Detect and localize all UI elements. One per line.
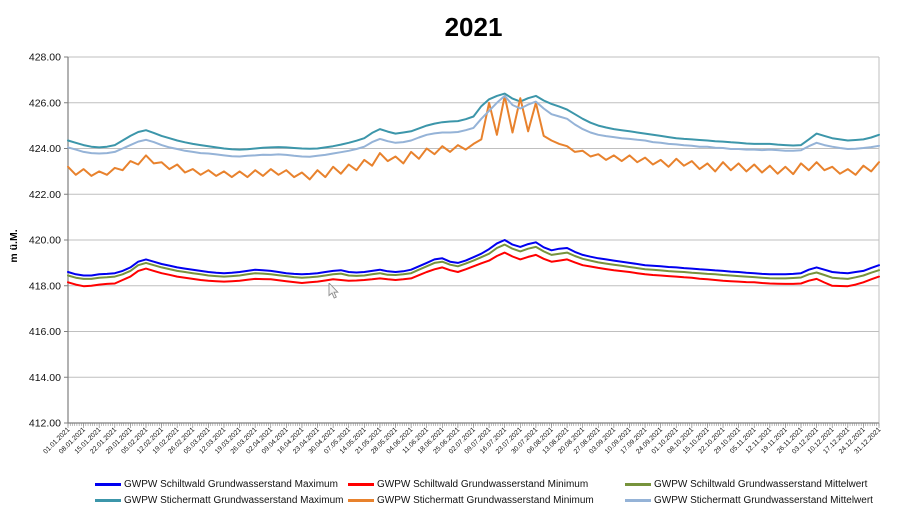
y-tick-label: 414.00 xyxy=(29,372,61,384)
series-line-schiltwald-max xyxy=(67,239,880,277)
y-tick-label: 420.00 xyxy=(29,235,61,247)
mouse-cursor xyxy=(328,283,339,299)
legend-label-stichermatt-min: GWPW Stichermatt Grundwasserstand Minimu… xyxy=(377,494,594,506)
chart-title: 2021 xyxy=(444,12,503,42)
legend-label-schiltwald-max: GWPW Schiltwald Grundwasserstand Maximum xyxy=(124,478,338,490)
series-line-schiltwald-min xyxy=(67,251,880,288)
legend-label-schiltwald-min: GWPW Schiltwald Grundwasserstand Minimum xyxy=(377,478,589,490)
y-tick-label: 424.00 xyxy=(29,143,61,155)
legend-swatch-stichermatt-max xyxy=(95,498,121,502)
legend-item-schiltwald-mittelwert: GWPW Schiltwald Grundwasserstand Mittelw… xyxy=(625,478,867,490)
legend-label-schiltwald-mittelwert: GWPW Schiltwald Grundwasserstand Mittelw… xyxy=(654,478,868,490)
y-tick-label: 426.00 xyxy=(29,97,61,109)
series-line-stichermatt-max xyxy=(67,92,880,151)
legend-swatch-stichermatt-mittelwert xyxy=(625,498,651,502)
legend-swatch-schiltwald-max xyxy=(95,482,121,486)
legend-swatch-schiltwald-min xyxy=(348,482,374,486)
legend-label-stichermatt-mittelwert: GWPW Stichermatt Grundwasserstand Mittel… xyxy=(654,494,873,506)
legend-item-stichermatt-max: GWPW Stichermatt Grundwasserstand Maximu… xyxy=(95,494,344,506)
series-line-schiltwald-mittelwert xyxy=(67,243,880,280)
legend-label-stichermatt-max: GWPW Stichermatt Grundwasserstand Maximu… xyxy=(124,494,344,506)
legend-item-stichermatt-min: GWPW Stichermatt Grundwasserstand Minimu… xyxy=(348,494,594,506)
series-line-stichermatt-mittelwert xyxy=(67,94,880,158)
y-tick-label: 418.00 xyxy=(29,280,61,292)
legend-item-schiltwald-max: GWPW Schiltwald Grundwasserstand Maximum xyxy=(95,478,338,490)
y-tick-label: 416.00 xyxy=(29,326,61,338)
legend-item-stichermatt-mittelwert: GWPW Stichermatt Grundwasserstand Mittel… xyxy=(625,494,873,506)
legend-swatch-stichermatt-min xyxy=(348,498,374,502)
legend-swatch-schiltwald-mittelwert xyxy=(625,482,651,486)
series-line-stichermatt-min xyxy=(67,94,880,181)
y-tick-label: 428.00 xyxy=(29,52,61,64)
y-tick-label: 422.00 xyxy=(29,189,61,201)
y-tick-label: 412.00 xyxy=(29,418,61,430)
legend-item-schiltwald-min: GWPW Schiltwald Grundwasserstand Minimum xyxy=(348,478,588,490)
plot-area: 412.00 414.00 416.00 418.00 420.00 422.00 424.… xyxy=(29,52,883,456)
